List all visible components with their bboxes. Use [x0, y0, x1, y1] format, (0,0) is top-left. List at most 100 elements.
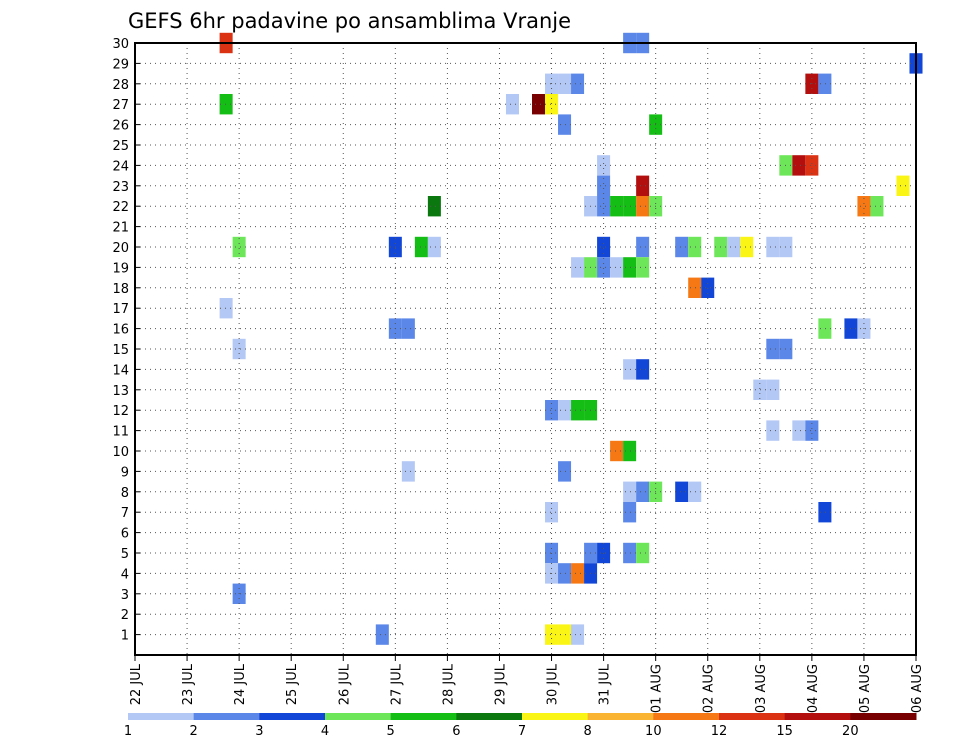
legend-swatch: [325, 713, 392, 720]
data-cell: [805, 155, 819, 176]
data-cell: [623, 481, 637, 502]
x-tick-label: 01 AUG: [650, 664, 665, 713]
data-cell: [701, 277, 715, 298]
data-cell: [571, 624, 585, 645]
legend-label: 5: [387, 724, 395, 739]
x-tick-label: 04 AUG: [806, 664, 821, 713]
y-tick-label: 5: [121, 547, 129, 562]
data-cell: [636, 196, 650, 217]
data-cell: [545, 502, 559, 523]
data-cell: [753, 379, 767, 400]
y-tick-label: 6: [121, 527, 129, 542]
data-cell: [675, 236, 689, 258]
legend-label: 1: [124, 724, 132, 739]
y-tick-label: 21: [112, 221, 129, 236]
y-tick-label: 27: [112, 98, 129, 113]
y-tick-label: 3: [121, 588, 129, 603]
data-cell: [740, 236, 754, 258]
data-cell: [597, 257, 611, 278]
x-tick-label: 26 JUL: [337, 663, 352, 705]
y-tick-label: 15: [112, 343, 129, 358]
data-cell: [818, 318, 832, 339]
data-cell: [597, 175, 611, 196]
data-cell: [818, 502, 832, 523]
y-axis: 1234567891011121314151617181920212223242…: [112, 37, 140, 644]
data-cell: [623, 502, 637, 523]
data-cell: [636, 359, 650, 380]
legend-label: 6: [452, 724, 460, 739]
data-cell: [623, 359, 637, 380]
legend-swatch: [522, 713, 589, 720]
legend-swatch: [193, 713, 260, 720]
legend-swatch: [653, 713, 720, 720]
data-cell: [571, 400, 585, 421]
y-tick-label: 14: [112, 363, 129, 378]
data-cell: [558, 461, 572, 482]
data-cell: [401, 461, 415, 482]
legend-swatch: [784, 713, 851, 720]
x-tick-label: 02 AUG: [702, 664, 717, 713]
data-cell: [558, 114, 572, 135]
y-tick-label: 20: [112, 241, 129, 256]
legend-label: 20: [842, 724, 859, 739]
legend-label: 7: [518, 724, 526, 739]
legend-label: 4: [321, 724, 329, 739]
data-cell: [623, 440, 637, 462]
data-cell: [597, 196, 611, 217]
data-cell: [636, 257, 650, 278]
data-cell: [610, 196, 624, 217]
legend-swatch: [719, 713, 786, 720]
data-cell: [558, 624, 572, 645]
y-tick-label: 29: [112, 57, 129, 72]
data-cell: [532, 94, 546, 115]
y-tick-label: 7: [121, 506, 129, 521]
data-cell: [505, 94, 519, 115]
y-tick-label: 19: [112, 261, 129, 276]
x-tick-label: 22 JUL: [129, 663, 144, 705]
legend-label: 10: [645, 724, 662, 739]
y-tick-label: 9: [121, 465, 129, 480]
y-tick-label: 12: [112, 404, 129, 419]
y-tick-label: 16: [112, 323, 129, 338]
legend-label: 8: [584, 724, 592, 739]
data-cell: [688, 481, 702, 502]
data-cell: [571, 73, 585, 94]
y-tick-label: 22: [112, 200, 129, 215]
data-cell: [766, 420, 780, 441]
x-tick-label: 05 AUG: [858, 664, 873, 713]
data-cell: [792, 420, 806, 441]
chart-title: GEFS 6hr padavine po ansamblima Vranje: [128, 9, 571, 33]
data-cell: [401, 318, 415, 339]
data-cell: [414, 236, 428, 258]
legend-swatch: [128, 713, 195, 720]
data-cell: [792, 155, 806, 176]
y-tick-label: 26: [112, 119, 129, 134]
data-cell: [805, 420, 819, 441]
data-cell: [610, 257, 624, 278]
x-axis: 22 JUL 23 JUL 24 JUL 25 JUL 26 JUL 27 JUL 28 J…: [129, 655, 925, 713]
x-tick-label: 23 JUL: [181, 663, 196, 705]
y-tick-label: 1: [121, 629, 129, 644]
data-cell: [571, 257, 585, 278]
data-cell: [727, 236, 741, 258]
x-tick-label: 24 JUL: [233, 663, 248, 705]
y-tick-label: 17: [112, 302, 129, 317]
data-cell: [610, 440, 624, 462]
color-legend: 1 2 3 4 5 6 7 8 10 12 15 20: [124, 713, 917, 739]
x-tick-label: 27 JUL: [389, 663, 404, 705]
data-cell: [219, 298, 233, 319]
x-tick-label: 28 JUL: [441, 663, 456, 705]
data-cell: [545, 624, 559, 645]
data-cell: [427, 196, 441, 217]
data-cell: [597, 236, 611, 258]
data-cell: [818, 73, 832, 94]
data-cell: [675, 481, 689, 502]
y-tick-label: 23: [112, 180, 129, 195]
legend-swatch: [850, 713, 917, 720]
data-cell: [545, 94, 559, 115]
data-cell: [688, 236, 702, 258]
y-tick-label: 13: [112, 384, 129, 399]
x-tick-label: 30 JUL: [546, 663, 561, 705]
data-cell: [688, 277, 702, 298]
